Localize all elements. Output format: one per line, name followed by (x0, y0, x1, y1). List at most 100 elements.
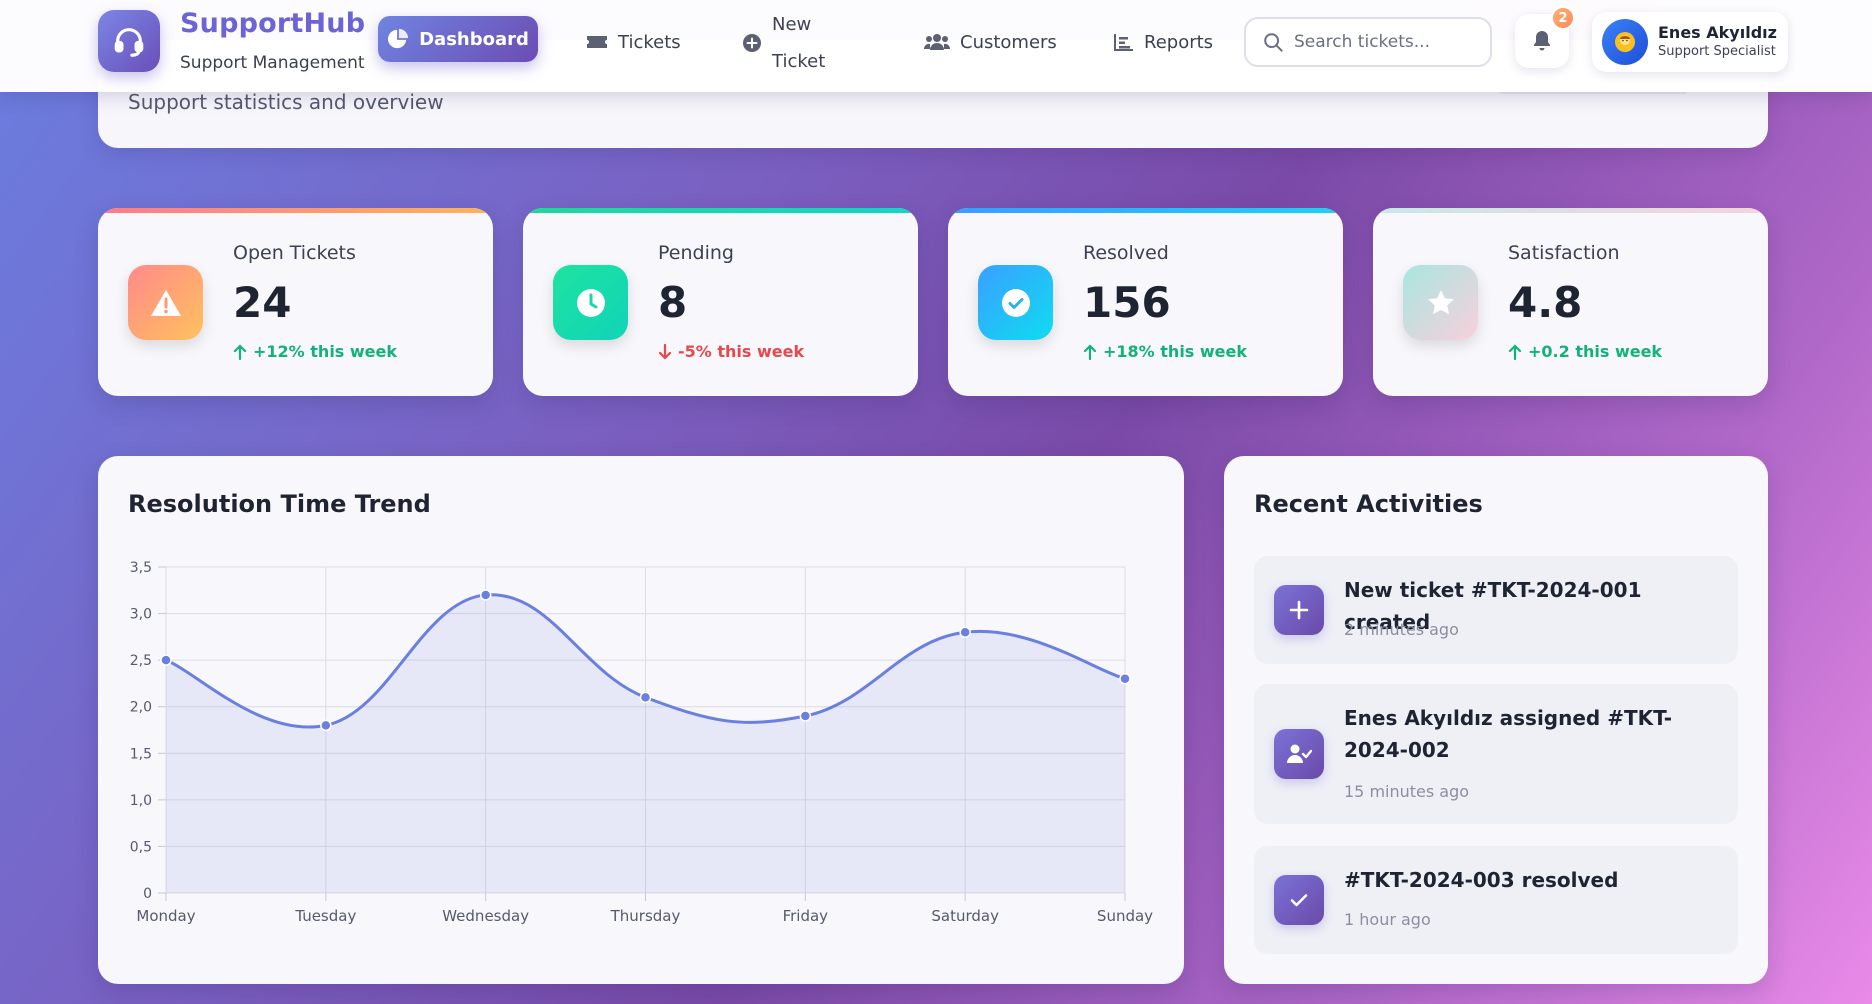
search-icon (1264, 33, 1283, 52)
y-tick-label: 0,5 (130, 839, 152, 855)
activities-title: Recent Activities (1254, 490, 1483, 518)
brand-subtitle: Support Management (180, 53, 365, 73)
activity-time: 15 minutes ago (1344, 782, 1470, 801)
nav-customers-label: Customers (960, 31, 1057, 53)
nav-customers[interactable]: Customers (924, 22, 1057, 62)
avatar (1602, 19, 1648, 65)
data-point (639, 691, 652, 704)
plus-circle-icon (743, 34, 761, 52)
arrow-down-icon (658, 343, 672, 360)
brand-name[interactable]: SupportHub (180, 8, 366, 39)
stat-change: +12% this week (233, 342, 397, 361)
x-tick-label: Tuesday (294, 907, 356, 925)
stat-card-satisfaction[interactable]: Satisfaction 4.8 +0.2 this week (1373, 208, 1768, 396)
stat-change-text: +0.2 this week (1528, 342, 1663, 361)
stat-card-accent (523, 208, 918, 213)
stat-card-resolved[interactable]: Resolved 156 +18% this week (948, 208, 1343, 396)
y-tick-label: 0 (143, 886, 152, 902)
data-point (320, 719, 332, 732)
arrow-up-icon (1508, 343, 1522, 360)
clock-icon (553, 265, 628, 340)
user-profile-menu[interactable]: Enes Akyıldız Support Specialist (1592, 12, 1788, 72)
stat-label: Resolved (1083, 242, 1169, 264)
x-tick-label: Sunday (1097, 907, 1153, 925)
nav-reports[interactable]: Reports (1114, 22, 1213, 62)
nav-new-ticket-line2: Ticket (772, 51, 826, 72)
user-role: Support Specialist (1658, 44, 1776, 59)
nav-new-ticket-line1: New (772, 14, 812, 35)
nav-tickets[interactable]: Tickets (586, 22, 681, 62)
activity-text: #TKT-2024-003 resolved (1344, 868, 1619, 892)
nav-dashboard-label: Dashboard (419, 28, 529, 50)
stat-value: 24 (233, 278, 292, 327)
stat-change: -5% this week (658, 342, 804, 361)
stat-card-accent (1373, 208, 1768, 213)
activity-item[interactable]: Enes Akyıldız assigned #TKT-2024-002 15 … (1254, 684, 1738, 824)
user-avatar-icon (1615, 32, 1635, 52)
notification-count-badge: 2 (1551, 6, 1575, 30)
search-box[interactable] (1244, 17, 1492, 67)
stat-card-open-tickets[interactable]: Open Tickets 24 +12% this week (98, 208, 493, 396)
activity-text: Enes Akyıldız assigned #TKT-2024-002 (1344, 706, 1673, 762)
star-icon (1403, 265, 1478, 340)
nav-dashboard[interactable]: Dashboard (378, 16, 538, 62)
x-tick-label: Monday (136, 907, 195, 925)
x-tick-label: Wednesday (442, 907, 529, 925)
stat-label: Open Tickets (233, 242, 356, 264)
data-point (1119, 673, 1131, 685)
stat-value: 8 (658, 278, 688, 327)
resolution-trend-chart: 0 0,5 1,0 1,5 2,0 2,5 3,0 3,5 Monday Tuesday Wedne… (130, 560, 1153, 925)
bell-icon (1534, 31, 1550, 51)
arrow-up-icon (1083, 343, 1097, 360)
stat-card-pending[interactable]: Pending 8 -5% this week (523, 208, 918, 396)
stat-card-accent (948, 208, 1343, 213)
nav-tickets-label: Tickets (618, 31, 681, 53)
y-tick-label: 2,5 (130, 653, 152, 669)
nav-reports-label: Reports (1144, 31, 1214, 53)
check-icon (1274, 875, 1324, 925)
data-point (799, 710, 812, 722)
notifications-button[interactable]: 2 (1515, 6, 1575, 68)
recent-activities-card: Recent Activities New ticket #TKT-2024-0… (1224, 456, 1768, 984)
data-point (160, 654, 172, 666)
stat-value: 4.8 (1508, 278, 1583, 327)
bar-chart-icon (1114, 34, 1133, 51)
y-tick-label: 3,5 (130, 560, 152, 576)
stat-label: Satisfaction (1508, 242, 1620, 264)
activity-item[interactable]: #TKT-2024-003 resolved 1 hour ago (1254, 846, 1738, 954)
activity-item[interactable]: New ticket #TKT-2024-001 created 2 minut… (1254, 556, 1738, 664)
stat-value: 156 (1083, 278, 1171, 327)
activity-text: New ticket #TKT-2024-001 created (1344, 578, 1642, 634)
chart-card-title: Resolution Time Trend (128, 490, 431, 518)
y-tick-label: 1,0 (130, 793, 152, 809)
top-navbar: SupportHub Support Management Dashboard … (0, 0, 1872, 92)
plus-icon (1274, 585, 1324, 635)
stat-label: Pending (658, 242, 734, 264)
stat-change-text: +18% this week (1103, 342, 1248, 361)
users-icon (924, 34, 950, 50)
x-tick-label: Friday (783, 907, 829, 925)
x-tick-label: Saturday (931, 907, 999, 925)
y-tick-label: 2,0 (130, 700, 152, 716)
stat-change: +0.2 this week (1508, 342, 1662, 361)
area-fill (166, 594, 1125, 893)
data-point (479, 589, 492, 601)
y-tick-label: 1,5 (130, 746, 152, 762)
y-tick-label: 3,0 (130, 607, 152, 623)
check-circle-icon (978, 265, 1053, 340)
x-tick-label: Thursday (610, 907, 681, 925)
resolution-trend-card: Resolution Time Trend 0 0,5 1,0 1,5 2,0 2,5 3,… (98, 456, 1184, 984)
stat-change-text: -5% this week (678, 342, 805, 361)
activity-time: 1 hour ago (1344, 910, 1431, 929)
ticket-icon (587, 36, 607, 48)
nav-new-ticket[interactable]: New Ticket (742, 8, 825, 78)
headset-logo-icon[interactable] (98, 10, 160, 72)
stat-card-accent (98, 208, 493, 213)
activity-time: 2 minutes ago (1344, 620, 1459, 639)
user-check-icon (1274, 729, 1324, 779)
user-name: Enes Akyıldız (1658, 23, 1777, 42)
warning-icon (128, 265, 203, 340)
search-input[interactable] (1294, 32, 1474, 52)
stat-change: +18% this week (1083, 342, 1247, 361)
pie-chart-icon (388, 28, 409, 49)
